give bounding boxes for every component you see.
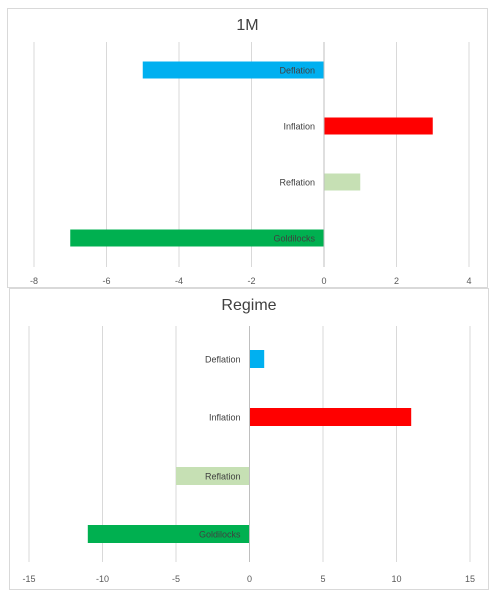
chart-1m-plot: -8 -6 -4 -2 0 2 4 Deflation Inflation Reflation Go… — [30, 42, 472, 286]
x-tick-label: -8 — [30, 276, 38, 286]
x-tick-label: -6 — [102, 276, 110, 286]
x-tick-label: 15 — [465, 574, 475, 584]
x-tick-label: -10 — [96, 574, 109, 584]
chart-regime-plot: -15 -10 -5 0 5 10 15 Deflation Inflation Reflatio… — [22, 326, 475, 584]
category-label: Deflation — [279, 66, 315, 76]
bar-goldilocks — [70, 229, 324, 247]
category-label: Goldilocks — [273, 234, 315, 244]
x-tick-label: 4 — [466, 276, 471, 286]
category-label: Reflation — [205, 472, 241, 482]
chart-title: 1M — [236, 17, 259, 34]
x-tick-label: 0 — [247, 574, 252, 584]
bar-reflation — [324, 173, 361, 191]
bar-deflation — [142, 61, 324, 79]
bar-goldilocks — [87, 525, 250, 543]
category-label: Deflation — [205, 355, 241, 365]
chart-title: Regime — [221, 297, 277, 314]
x-tick-label: 0 — [321, 276, 326, 286]
bar-deflation — [249, 350, 265, 368]
x-tick-label: 5 — [320, 574, 325, 584]
category-label: Inflation — [209, 413, 241, 423]
category-label: Goldilocks — [199, 530, 241, 540]
x-tick-label: -15 — [22, 574, 35, 584]
chart-regime: Regime -15 -10 -5 0 5 10 15 Deflation Inflation R… — [9, 288, 489, 590]
x-tick-label: 2 — [394, 276, 399, 286]
x-tick-label: 10 — [391, 574, 401, 584]
category-label: Reflation — [279, 178, 315, 188]
bar-inflation — [324, 117, 433, 135]
category-label: Inflation — [283, 122, 315, 132]
x-tick-label: -4 — [175, 276, 183, 286]
chart-1m: 1M -8 -6 -4 -2 0 2 4 Deflation Inflation Reflatio… — [7, 8, 488, 288]
x-tick-label: -2 — [247, 276, 255, 286]
x-tick-label: -5 — [172, 574, 180, 584]
bar-inflation — [249, 408, 412, 426]
bar-reflation — [176, 467, 250, 485]
